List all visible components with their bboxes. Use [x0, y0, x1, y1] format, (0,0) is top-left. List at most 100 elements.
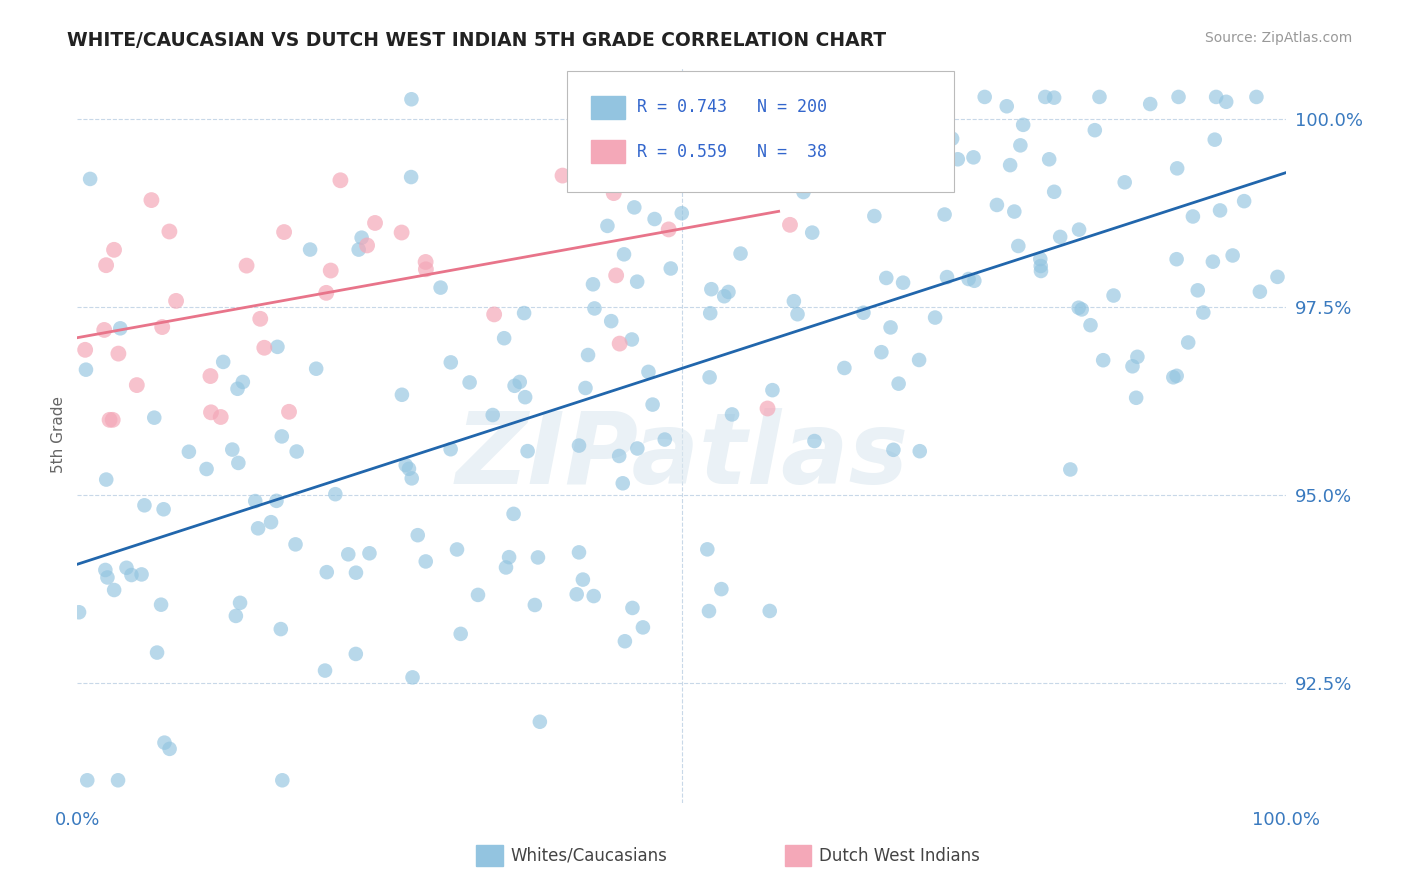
Point	[1092, 353, 1115, 368]
Point	[700, 158, 723, 172]
Point	[513, 306, 536, 320]
Text: R = 0.743   N = 200: R = 0.743 N = 200	[637, 98, 827, 116]
Point	[568, 439, 591, 453]
Point	[98, 413, 121, 427]
Point	[221, 442, 243, 457]
Point	[1114, 175, 1136, 189]
Point	[337, 547, 360, 561]
Point	[1084, 123, 1107, 137]
Point	[623, 200, 645, 214]
Point	[502, 507, 524, 521]
Bar	[477, 846, 503, 866]
Point	[235, 259, 257, 273]
Point	[1205, 90, 1227, 104]
Point	[245, 494, 267, 508]
Bar	[785, 846, 811, 866]
Point	[401, 471, 423, 485]
Point	[1102, 288, 1125, 302]
Point	[1059, 462, 1081, 476]
Point	[613, 247, 636, 261]
Point	[1029, 252, 1052, 266]
Point	[107, 346, 129, 360]
Point	[946, 153, 969, 167]
Point	[115, 561, 138, 575]
Point	[1222, 248, 1244, 262]
Point	[1029, 264, 1052, 278]
Point	[658, 222, 681, 236]
Point	[107, 773, 129, 788]
Point	[609, 336, 631, 351]
Point	[582, 277, 605, 292]
Point	[212, 355, 235, 369]
Point	[266, 493, 288, 508]
Point	[596, 219, 619, 233]
Point	[1126, 350, 1149, 364]
Text: Whites/Caucasians: Whites/Caucasians	[510, 847, 666, 864]
Point	[1204, 133, 1226, 147]
Point	[509, 375, 531, 389]
Point	[495, 560, 517, 574]
Point	[1233, 194, 1256, 208]
Point	[529, 714, 551, 729]
Point	[1029, 259, 1052, 273]
Point	[96, 473, 118, 487]
Point	[962, 150, 984, 164]
Point	[756, 401, 779, 416]
Point	[146, 646, 169, 660]
Point	[671, 206, 693, 220]
Point	[941, 131, 963, 145]
Point	[882, 442, 904, 457]
Point	[253, 341, 276, 355]
Point	[710, 582, 733, 596]
Point	[195, 462, 218, 476]
Point	[973, 90, 995, 104]
Point	[1033, 90, 1056, 104]
Point	[75, 362, 97, 376]
Point	[150, 320, 173, 334]
Point	[94, 563, 117, 577]
Point	[225, 609, 247, 624]
Bar	[592, 140, 626, 163]
Point	[986, 198, 1008, 212]
Point	[515, 390, 537, 404]
Point	[200, 405, 222, 419]
Point	[863, 159, 886, 173]
Point	[792, 147, 814, 161]
Point	[131, 567, 153, 582]
Point	[783, 294, 806, 309]
Point	[96, 570, 118, 584]
Point	[75, 343, 97, 357]
Point	[1125, 391, 1147, 405]
Point	[398, 462, 420, 476]
Point	[1177, 335, 1199, 350]
Point	[572, 573, 595, 587]
Point	[582, 589, 605, 603]
Point	[621, 601, 644, 615]
Point	[758, 604, 780, 618]
FancyBboxPatch shape	[567, 70, 955, 192]
Point	[908, 353, 931, 368]
Point	[786, 307, 808, 321]
Point	[315, 285, 337, 300]
Point	[523, 598, 546, 612]
Point	[1067, 222, 1090, 236]
Point	[1002, 204, 1025, 219]
Point	[568, 545, 591, 559]
Point	[482, 307, 505, 321]
Point	[834, 361, 856, 376]
Point	[415, 262, 437, 277]
Point	[247, 521, 270, 535]
Point	[299, 243, 322, 257]
Point	[924, 310, 946, 325]
Point	[713, 289, 735, 303]
Point	[76, 773, 98, 788]
Point	[440, 355, 463, 369]
Point	[273, 225, 295, 239]
Text: R = 0.559   N =  38: R = 0.559 N = 38	[637, 143, 827, 161]
Point	[270, 622, 292, 636]
Point	[103, 582, 125, 597]
Point	[576, 348, 599, 362]
Point	[607, 449, 630, 463]
Point	[672, 104, 695, 119]
Point	[344, 566, 367, 580]
